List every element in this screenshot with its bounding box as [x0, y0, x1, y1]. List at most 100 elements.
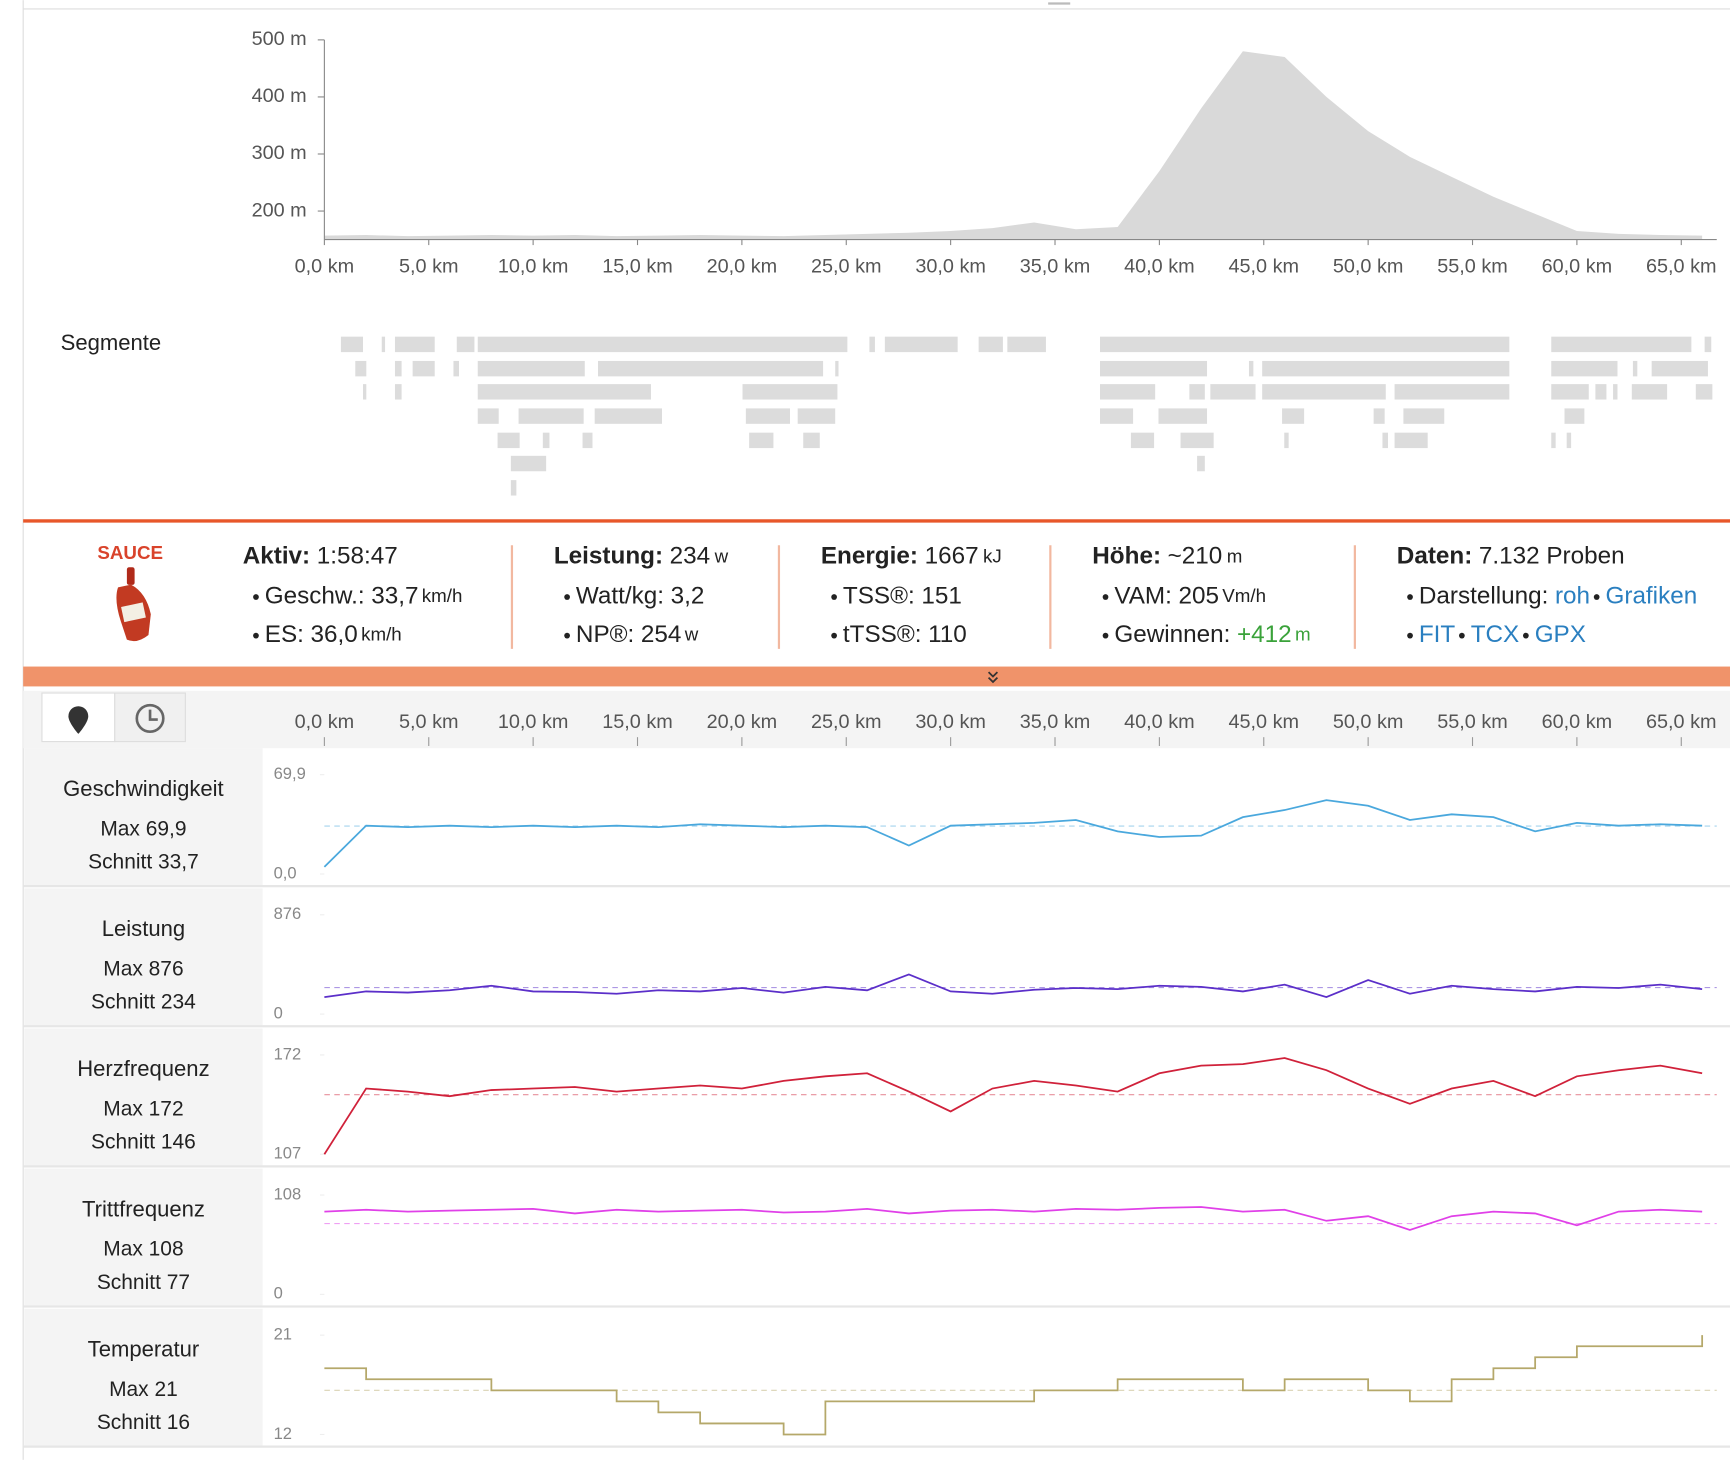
segment-bar — [381, 336, 386, 353]
segment-bar — [1373, 408, 1385, 424]
stat-unit: w — [714, 545, 729, 566]
stat-unit: m — [1227, 545, 1243, 566]
stream-line — [324, 1206, 1703, 1231]
segment-bar — [1551, 336, 1692, 353]
bullet — [1102, 632, 1109, 639]
x-tick-label: 50,0 km — [1333, 711, 1404, 733]
item-label: VAM: — [1114, 582, 1172, 609]
segment-bar — [510, 480, 517, 496]
segment-bar — [1262, 384, 1386, 400]
segment-bar — [582, 432, 593, 449]
segment-bar — [978, 336, 1003, 353]
segment-bar — [1100, 408, 1134, 424]
segment-bar — [742, 384, 838, 400]
item-label: Watt/kg: — [576, 582, 664, 609]
stream-header — [23, 690, 1730, 749]
bottle-icon — [116, 567, 151, 642]
item-value: 36,0 — [311, 621, 358, 648]
item-value: 33,7 — [371, 582, 418, 609]
y-tick-label: 108 — [274, 1184, 302, 1203]
segment-bar — [869, 336, 875, 353]
stream-max: Max 69,9 — [100, 817, 186, 840]
segment-bar — [745, 408, 790, 424]
item-value: 3,2 — [671, 582, 705, 609]
stream-max: Max 876 — [103, 958, 183, 981]
x-tick-label: 45,0 km — [1228, 711, 1299, 733]
stream-name: Temperatur — [88, 1336, 200, 1361]
stat-value: 1:58:47 — [317, 543, 398, 570]
segment-bar — [362, 384, 367, 400]
segments-label: Segmente — [61, 330, 162, 355]
segment-bar — [456, 336, 475, 353]
stream-line — [323, 1057, 1703, 1155]
segment-bar — [1631, 384, 1668, 400]
logo: SAUCE — [97, 542, 163, 563]
stream-avg: Schnitt 77 — [97, 1271, 190, 1294]
segment-bar — [797, 408, 836, 424]
bullet — [831, 594, 837, 600]
segment-bar — [412, 360, 435, 377]
stat-label: Daten: — [1397, 543, 1473, 570]
row-label-bg — [24, 888, 263, 1026]
stream-avg: Schnitt 234 — [91, 991, 196, 1014]
stat-unit: kJ — [983, 545, 1002, 566]
segment-bar — [1210, 384, 1256, 400]
stream-avg: Schnitt 33,7 — [88, 850, 199, 873]
x-tick-label: 15,0 km — [602, 255, 673, 277]
chevron[interactable] — [987, 671, 999, 684]
bullet — [564, 594, 570, 600]
item-label: NP®: — [576, 621, 634, 648]
collapse-bar[interactable] — [23, 666, 1730, 687]
column-separators — [510, 545, 1356, 649]
export-link[interactable]: GPX — [1535, 621, 1586, 648]
export-link[interactable]: roh — [1555, 582, 1590, 609]
y-tick-label: 107 — [274, 1144, 302, 1163]
charts: 200 m 300 m 400 m 500 m 0,0 km 5,0 km 10,0 km 1… — [23, 28, 1730, 1448]
x-tick-label: 0,0 km — [295, 711, 355, 733]
row-label-bg — [24, 1168, 263, 1306]
stat-label: Energie: — [821, 543, 918, 570]
segment-bar — [340, 336, 363, 353]
segment-bar — [1551, 360, 1618, 377]
bullet — [1102, 594, 1109, 600]
stream-line — [324, 973, 1703, 999]
stat-value: ~210 — [1168, 543, 1223, 570]
item-unit: w — [684, 624, 699, 645]
segment-bar — [1651, 360, 1708, 377]
stat-value: 7.132 Proben — [1479, 543, 1625, 570]
x-tick-label: 55,0 km — [1437, 255, 1508, 277]
segment-bar — [477, 384, 651, 400]
stat-value: 1667 — [925, 543, 979, 570]
segment-bar — [1130, 432, 1155, 449]
export-link[interactable]: Grafiken — [1605, 582, 1697, 609]
segment-bar — [1704, 336, 1712, 353]
segments — [340, 336, 1713, 496]
bullet — [1407, 632, 1413, 639]
item-value: 151 — [921, 582, 962, 609]
y-tick-label: 69,9 — [274, 764, 306, 783]
y-tick-label: 300 m — [252, 142, 307, 164]
segment-bar — [835, 360, 839, 377]
segment-bar — [1394, 432, 1428, 449]
segment-bar — [1100, 384, 1156, 400]
segment-bar — [510, 455, 547, 472]
stream-avg: Schnitt 16 — [97, 1411, 190, 1434]
bullet — [1523, 632, 1529, 639]
item-label: Gewinnen: — [1114, 621, 1230, 648]
stream-name: Trittfrequenz — [82, 1196, 205, 1221]
export-link[interactable]: FIT — [1419, 621, 1456, 648]
item-unit: Vm/h — [1222, 585, 1266, 606]
stream-max: Max 172 — [103, 1098, 183, 1121]
bullet — [253, 594, 259, 600]
bullet — [831, 632, 837, 639]
item-label: ES: — [265, 621, 304, 648]
x-tick-label: 10,0 km — [498, 711, 569, 733]
segment-bar — [477, 360, 585, 377]
stat-label: Höhe: — [1092, 543, 1161, 570]
segment-bar — [394, 360, 402, 377]
row-label-bg — [24, 1308, 263, 1446]
export-link[interactable]: TCX — [1471, 621, 1520, 648]
segment-bar — [1262, 360, 1510, 377]
elevation-area — [324, 51, 1703, 240]
